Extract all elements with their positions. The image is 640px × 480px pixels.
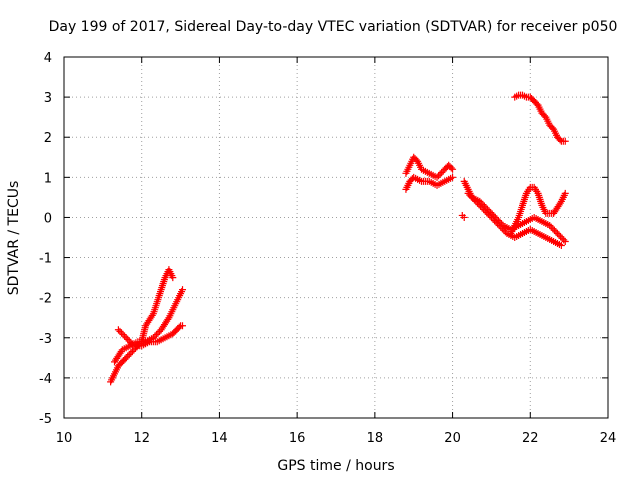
data-point — [449, 165, 457, 173]
data-point — [477, 202, 485, 210]
data-point — [495, 221, 503, 229]
data-point — [497, 223, 505, 231]
data-point — [125, 337, 133, 345]
data-point — [478, 204, 486, 212]
data-point — [561, 189, 569, 197]
y-tick-label: -4 — [39, 372, 52, 387]
data-point — [492, 218, 500, 226]
data-point — [481, 207, 489, 215]
data-point — [433, 173, 441, 181]
data-point — [460, 213, 468, 221]
data-point — [473, 199, 481, 207]
x-tick-label: 18 — [367, 431, 384, 446]
data-point — [466, 191, 474, 199]
data-point — [557, 242, 565, 250]
y-tick-label: -3 — [39, 332, 52, 347]
data-point — [561, 238, 569, 246]
data-point — [480, 205, 488, 213]
data-point — [464, 189, 472, 197]
data-point — [487, 213, 495, 221]
y-tick-label: 2 — [44, 131, 52, 146]
data-point — [470, 196, 478, 204]
data-point — [467, 193, 475, 201]
data-point — [475, 201, 483, 209]
data-point — [118, 329, 126, 337]
data-point — [549, 225, 557, 233]
data-point — [556, 199, 564, 207]
data-point — [114, 326, 122, 334]
data-point — [552, 228, 560, 236]
data-point — [486, 212, 494, 220]
data-point — [447, 164, 455, 172]
y-tick-label: 3 — [44, 91, 52, 106]
x-tick-label: 24 — [600, 431, 617, 446]
x-axis-label: GPS time / hours — [277, 458, 394, 474]
x-tick-label: 16 — [289, 431, 306, 446]
data-point — [154, 329, 162, 337]
x-tick-label: 20 — [444, 431, 461, 446]
data-point — [555, 231, 563, 239]
plot-frame — [63, 56, 609, 419]
data-point — [438, 169, 446, 177]
data-point — [169, 274, 177, 282]
data-point — [125, 351, 133, 359]
data-point — [435, 172, 443, 180]
data-point — [127, 339, 135, 347]
data-point — [127, 349, 135, 357]
data-point — [561, 137, 569, 145]
data-point — [483, 209, 491, 217]
data-point — [494, 220, 502, 228]
data-point — [556, 136, 564, 144]
data-point — [124, 335, 132, 343]
data-point — [122, 354, 130, 362]
data-point — [489, 215, 497, 223]
y-tick-label: -1 — [39, 252, 52, 267]
y-axis-label: SDTVAR / TECUs — [6, 181, 22, 296]
data-point — [558, 234, 566, 242]
y-tick-label: -5 — [39, 412, 52, 427]
x-tick-label: 12 — [133, 431, 150, 446]
data-point — [121, 332, 129, 340]
chart-title: Day 199 of 2017, Sidereal Day-to-day VTE… — [49, 19, 618, 35]
y-tick-label: 1 — [44, 171, 52, 186]
data-point — [557, 233, 565, 241]
data-point — [128, 340, 136, 348]
data-point — [148, 311, 156, 319]
data-point — [116, 327, 124, 335]
data-point — [179, 322, 187, 330]
data-point — [469, 194, 477, 202]
data-point — [128, 347, 136, 355]
y-tick-label: 0 — [44, 211, 52, 226]
data-point — [560, 236, 568, 244]
data-point — [498, 225, 506, 233]
data-point — [152, 331, 160, 339]
data-point — [436, 170, 444, 178]
data-point — [546, 221, 554, 229]
data-point — [179, 286, 187, 294]
data-point — [164, 315, 172, 323]
data-point — [175, 323, 183, 331]
data-point — [119, 331, 127, 339]
data-point — [484, 210, 492, 218]
x-tick-label: 14 — [211, 431, 228, 446]
grid — [64, 57, 608, 418]
data-point — [553, 229, 561, 237]
data-point — [472, 197, 480, 205]
data-marks — [107, 91, 569, 386]
data-point — [550, 226, 558, 234]
y-tick-label: -2 — [39, 292, 52, 307]
data-point — [547, 223, 555, 231]
data-point — [124, 352, 132, 360]
x-tick-label: 22 — [522, 431, 539, 446]
x-tick-label: 10 — [56, 431, 73, 446]
data-point — [500, 226, 508, 234]
y-tick-label: 4 — [44, 51, 52, 66]
data-point — [122, 334, 130, 342]
data-point — [449, 173, 457, 181]
data-point — [491, 217, 499, 225]
